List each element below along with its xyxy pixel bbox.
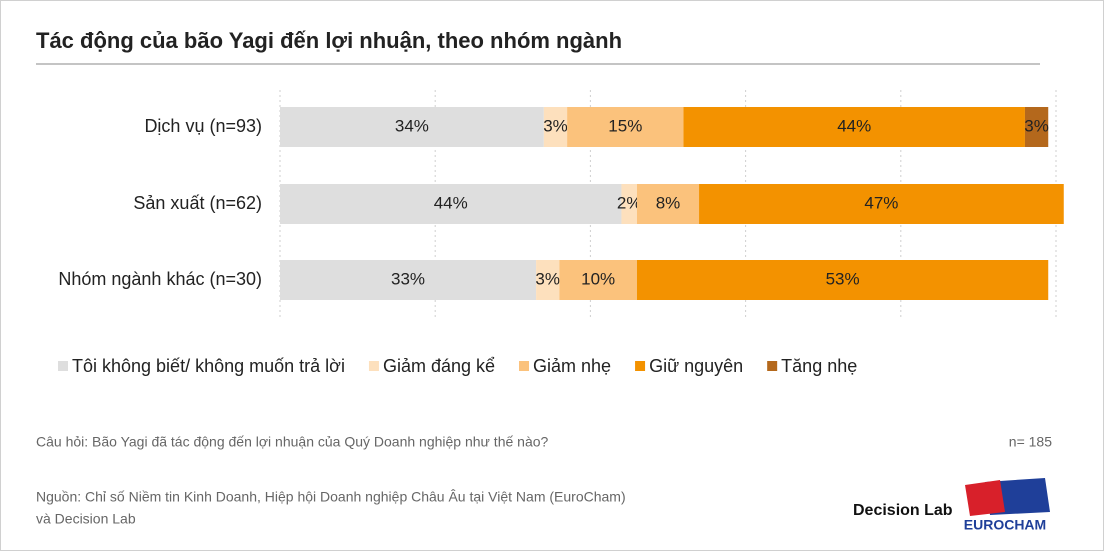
sample-size: n= 185 [1009,434,1052,450]
source: Nguồn: Chỉ số Niềm tin Kinh Doanh, Hiệp … [36,489,626,505]
logo-decision-lab: Decision Lab [853,502,953,519]
logo-eurocham: EUROCHAM [964,478,1050,533]
question: Câu hỏi: Bão Yagi đã tác động đến lợi nh… [36,434,549,450]
bar-segment [699,184,1064,224]
chart-title: Tác động của bão Yagi đến lợi nhuận, the… [36,28,622,53]
bar-segment [559,260,637,300]
value-label: 15% [608,116,642,135]
value-label: 44% [837,116,871,135]
bar-segment [636,184,700,224]
value-label: 53% [826,269,860,288]
bar-segment [543,107,568,147]
legend-label: Giảm đáng kể [383,356,495,376]
value-label: 34% [395,116,429,135]
value-label: 47% [864,193,898,212]
bar-segment [536,260,560,300]
legend-label: Giảm nhẹ [533,356,611,376]
bar-segment [280,107,544,147]
legend-swatch [58,361,68,371]
logo-text: EUROCHAM [964,517,1046,533]
legend-swatch [519,361,530,371]
y-tick-label: Dịch vụ (n=93) [144,116,262,136]
y-tick-label: Nhóm ngành khác (n=30) [58,269,262,289]
value-label: 8% [656,193,681,212]
legend-label: Tăng nhẹ [781,356,857,376]
value-label: 3% [1024,116,1049,135]
bar-segment [1024,107,1049,147]
value-label: 44% [434,193,468,212]
value-label: 3% [543,116,568,135]
legend-swatch [767,361,778,371]
legend-swatch [368,361,379,371]
bar-segment [280,260,537,300]
bar-segment [683,107,1025,147]
bar-segment [636,260,1049,300]
y-tick-label: Sản xuất (n=62) [133,193,262,213]
source: và Decision Lab [36,511,136,527]
legend-swatch [635,361,646,371]
flag-vn [965,480,1005,516]
bar-segment [280,184,622,224]
value-label: 2% [617,193,642,212]
value-label: 3% [535,269,560,288]
bar-segment [567,107,684,147]
bar-segment [621,184,637,224]
legend-label: Tôi không biết/ không muốn trả lời [72,356,345,376]
value-label: 33% [391,269,425,288]
value-label: 10% [581,269,615,288]
legend-label: Giữ nguyên [649,356,743,376]
